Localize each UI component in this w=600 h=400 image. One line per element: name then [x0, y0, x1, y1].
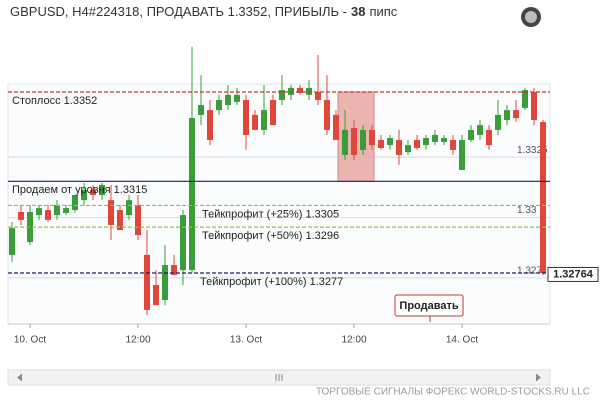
y-tick-label: 1.3325	[517, 145, 548, 156]
candle-body	[9, 228, 15, 255]
candle-body	[81, 189, 87, 201]
candle-body	[198, 105, 204, 115]
chart-title: GBPUSD, H4#224318, ПРОДАВАТЬ 1.3352, ПРИ…	[10, 4, 398, 19]
title-text: GBPUSD, H4#224318, ПРОДАВАТЬ 1.3352, ПРИ…	[10, 4, 347, 19]
candle-body	[189, 118, 195, 271]
last-price-label: 1.32764	[553, 268, 594, 280]
candle-body	[117, 210, 123, 231]
candle-body	[108, 200, 114, 225]
candle-body	[414, 140, 420, 148]
candle-body	[531, 91, 537, 120]
profit-value: 38	[351, 4, 365, 19]
candle-body	[324, 99, 330, 130]
candle-body	[387, 138, 393, 146]
candle-body	[396, 140, 402, 155]
candle-body	[243, 99, 249, 135]
x-tick-label: 14. Oct	[446, 335, 478, 346]
candle-body	[135, 204, 141, 236]
candle-body	[36, 208, 42, 216]
candle-body	[90, 189, 96, 196]
candle-body	[144, 254, 150, 310]
level-label: Стоплосс 1.3352	[12, 95, 97, 107]
last-price-box	[547, 266, 599, 282]
scroll-left[interactable]	[17, 373, 22, 382]
candle-body	[99, 184, 105, 196]
candle-body	[504, 110, 510, 120]
candle-body	[486, 129, 492, 146]
candle-body	[423, 138, 429, 146]
candle-body	[441, 138, 447, 142]
x-tick-label: 12:00	[341, 335, 366, 346]
candle-body	[207, 110, 213, 141]
candle-body	[180, 215, 186, 271]
candle-body	[378, 140, 384, 148]
scroll-right[interactable]	[536, 373, 541, 382]
candle-body	[162, 265, 168, 301]
candle-body	[252, 114, 258, 130]
scrollbar[interactable]	[7, 369, 551, 386]
chart-layer: 1.3325 1.33 1.327 10. Oct 12:00 13. Oct 12:00 1…	[8, 46, 599, 346]
level-label: Тейкпрофит (+50%) 1.3296	[202, 230, 339, 242]
candle-body	[405, 145, 411, 153]
candle-body	[270, 99, 276, 126]
candle-body	[342, 129, 348, 155]
candle-body	[459, 140, 465, 170]
level-label: Тейкпрофит (+100%) 1.3277	[200, 276, 343, 288]
y-tick-label: 1.327	[517, 265, 542, 276]
candle-body	[279, 90, 285, 100]
candle-body	[360, 129, 366, 150]
profit-unit: пипс	[369, 4, 397, 19]
candle-body	[72, 195, 78, 211]
candle-body	[477, 125, 483, 135]
candle-body	[522, 90, 528, 108]
x-tick-label: 13. Oct	[230, 335, 262, 346]
candle-body	[126, 200, 132, 216]
candle-body	[306, 87, 312, 95]
globe-icon[interactable]	[521, 7, 541, 27]
candle-body	[495, 114, 501, 130]
candle-body	[153, 285, 159, 306]
candle-body	[171, 265, 177, 275]
candle-body	[450, 140, 456, 150]
plot-area	[7, 83, 551, 325]
candle-body	[369, 129, 375, 146]
candle-body	[297, 87, 303, 93]
candle-body	[288, 87, 294, 95]
candle-body	[54, 204, 60, 216]
candle-body	[45, 210, 51, 220]
globe-land	[525, 11, 537, 23]
candle-body	[315, 91, 321, 100]
candle-body	[234, 94, 240, 102]
scroll-grip[interactable]	[275, 374, 283, 381]
candle-body	[513, 110, 519, 119]
candle-body	[468, 129, 474, 141]
candle-body	[351, 127, 357, 155]
x-tick-label: 10. Oct	[14, 335, 46, 346]
candle-body	[216, 99, 222, 111]
candle-body	[261, 110, 267, 130]
level-label: Продаем от уровня 1.3315	[12, 184, 147, 196]
candle-body	[432, 134, 438, 142]
level-label: Тейкпрофит (+25%) 1.3305	[202, 208, 339, 220]
candle-body	[18, 211, 24, 220]
signal-label: Продавать	[399, 300, 458, 312]
x-tick-label: 12:00	[125, 335, 150, 346]
candle-body	[225, 94, 231, 106]
y-tick-label: 1.33	[517, 205, 537, 216]
signal-box	[394, 294, 464, 317]
candle-body	[63, 208, 69, 213]
candle-body	[540, 121, 546, 274]
candle-body	[333, 114, 339, 141]
footer: ТОРГОВЫЕ СИГНАЛЫ ФОРЕКС WORLD-STOCKS.RU …	[316, 387, 590, 398]
